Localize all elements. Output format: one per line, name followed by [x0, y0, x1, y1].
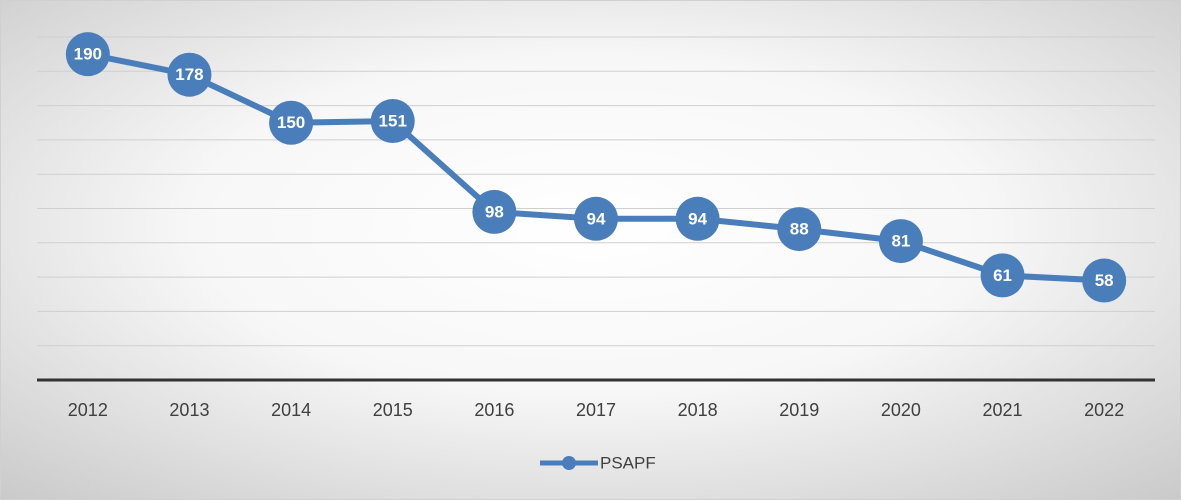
- x-tick-label: 2021: [983, 400, 1023, 420]
- data-point: [472, 189, 517, 234]
- data-point: [878, 219, 923, 264]
- data-label: 150: [277, 113, 305, 132]
- legend-label: PSAPF: [600, 453, 656, 472]
- data-point: [167, 52, 212, 97]
- x-tick-label: 2012: [68, 400, 108, 420]
- x-tick-label: 2015: [373, 400, 413, 420]
- data-label: 94: [688, 209, 707, 228]
- x-tick-label: 2017: [576, 400, 616, 420]
- data-label: 178: [175, 65, 203, 84]
- data-point: [675, 196, 720, 241]
- x-tick-label: 2022: [1084, 400, 1124, 420]
- data-label: 81: [891, 232, 910, 251]
- data-label: 190: [74, 45, 102, 64]
- data-label: 58: [1095, 271, 1114, 290]
- data-point: [65, 32, 110, 77]
- x-tick-label: 2018: [678, 400, 718, 420]
- data-point: [370, 99, 415, 144]
- x-tick-label: 2014: [271, 400, 311, 420]
- x-tick-label: 2019: [779, 400, 819, 420]
- data-point: [1082, 258, 1127, 303]
- data-point: [980, 253, 1025, 298]
- data-point: [574, 196, 618, 241]
- legend-marker: [562, 456, 576, 470]
- x-tick-label: 2013: [169, 400, 209, 420]
- x-tick-label: 2020: [881, 400, 921, 420]
- data-point: [777, 207, 822, 252]
- data-label: 61: [993, 266, 1012, 285]
- data-label: 98: [485, 202, 504, 221]
- data-label: 88: [790, 220, 809, 239]
- data-point: [269, 100, 314, 145]
- data-label: 94: [587, 209, 606, 228]
- data-label: 151: [379, 112, 407, 131]
- x-tick-label: 2016: [474, 400, 514, 420]
